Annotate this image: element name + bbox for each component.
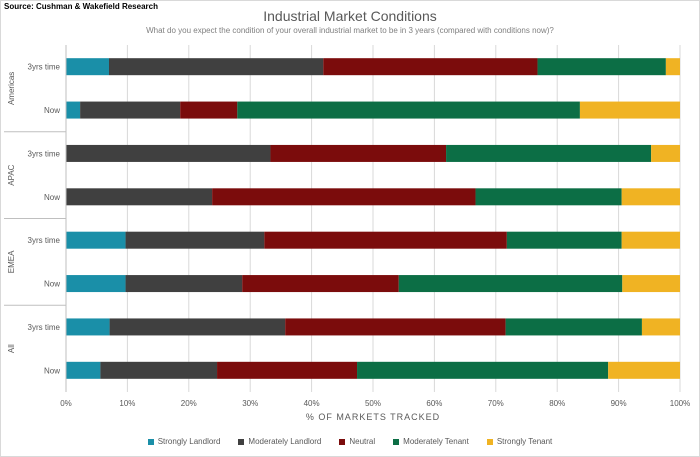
legend-swatch bbox=[393, 438, 400, 445]
legend-label: Moderately Tenant bbox=[403, 437, 469, 446]
bar-segment bbox=[242, 275, 399, 293]
bar-segment bbox=[398, 275, 623, 293]
bar-segment bbox=[109, 318, 286, 336]
bar-segment bbox=[537, 58, 666, 76]
legend-label: Neutral bbox=[349, 437, 376, 446]
bar-segment bbox=[125, 275, 243, 293]
bar-segment bbox=[475, 188, 622, 206]
legend-label: Strongly Tenant bbox=[496, 437, 553, 446]
bar-segment bbox=[665, 58, 680, 76]
chart-subtitle: What do you expect the condition of your… bbox=[146, 26, 554, 35]
bar-segment bbox=[285, 318, 506, 336]
category-label: Now bbox=[44, 106, 60, 115]
bar-segment bbox=[180, 101, 238, 119]
legend-item: Strongly Landlord bbox=[147, 437, 221, 446]
source-note: Source: Cushman & Wakefield Research bbox=[4, 2, 158, 11]
bar-segment bbox=[621, 231, 680, 249]
x-tick-label: 50% bbox=[365, 399, 381, 408]
bar-segment bbox=[641, 318, 680, 336]
bar-segment bbox=[323, 58, 538, 76]
bar-segment bbox=[270, 144, 447, 162]
category-label: Now bbox=[44, 366, 60, 375]
legend-label: Moderately Landlord bbox=[248, 437, 322, 446]
group-label: All bbox=[7, 344, 16, 353]
x-tick-label: 60% bbox=[426, 399, 442, 408]
bar-segment bbox=[66, 58, 109, 76]
legend: Strongly Landlord Moderately Landlord Neut… bbox=[0, 437, 700, 446]
x-tick-label: 0% bbox=[60, 399, 72, 408]
bar-segment bbox=[66, 101, 81, 119]
bar-segment bbox=[66, 318, 110, 336]
bar-segment bbox=[66, 361, 101, 379]
bar-segment bbox=[357, 361, 609, 379]
legend-swatch bbox=[486, 438, 493, 445]
x-tick-label: 80% bbox=[549, 399, 565, 408]
x-tick-label: 10% bbox=[119, 399, 135, 408]
bar-segment bbox=[66, 188, 213, 206]
bar-segment bbox=[579, 101, 680, 119]
bar-segment bbox=[621, 188, 680, 206]
bar-segment bbox=[66, 144, 271, 162]
bar-segment bbox=[100, 361, 218, 379]
chart-title: Industrial Market Conditions bbox=[263, 8, 437, 24]
bar-segment bbox=[506, 231, 622, 249]
group-label: EMEA bbox=[7, 250, 16, 273]
x-axis-label: % OF MARKETS TRACKED bbox=[305, 412, 441, 422]
category-label: 3yrs time bbox=[28, 323, 61, 332]
legend-item: Moderately Landlord bbox=[238, 437, 321, 446]
bar-segment bbox=[622, 275, 680, 293]
bar-segment bbox=[505, 318, 642, 336]
bar-segment bbox=[264, 231, 507, 249]
bar-segment bbox=[237, 101, 580, 119]
group-label: Americas bbox=[7, 72, 16, 105]
bar-segment bbox=[217, 361, 358, 379]
x-tick-label: 90% bbox=[611, 399, 627, 408]
group-label: APAC bbox=[7, 164, 16, 185]
legend-item: Strongly Tenant bbox=[486, 437, 553, 446]
bar-segment bbox=[608, 361, 680, 379]
category-label: Now bbox=[44, 193, 60, 202]
legend-item: Moderately Tenant bbox=[393, 437, 469, 446]
category-label: 3yrs time bbox=[28, 63, 61, 72]
x-tick-label: 100% bbox=[670, 399, 690, 408]
x-tick-label: 30% bbox=[242, 399, 258, 408]
category-label: Now bbox=[44, 280, 60, 289]
bar-segment bbox=[66, 275, 126, 293]
bar-segment bbox=[651, 144, 680, 162]
legend-swatch bbox=[147, 438, 154, 445]
x-tick-label: 20% bbox=[181, 399, 197, 408]
bar-segment bbox=[446, 144, 652, 162]
x-tick-label: 70% bbox=[488, 399, 504, 408]
bar-segment bbox=[108, 58, 324, 76]
legend-label: Strongly Landlord bbox=[157, 437, 221, 446]
legend-item: Neutral bbox=[339, 437, 375, 446]
bar-segment bbox=[80, 101, 181, 119]
legend-swatch bbox=[238, 438, 245, 445]
bar-segment bbox=[212, 188, 476, 206]
legend-swatch bbox=[339, 438, 346, 445]
category-label: 3yrs time bbox=[28, 236, 61, 245]
bar-segment bbox=[66, 231, 126, 249]
bar-segment bbox=[125, 231, 265, 249]
x-tick-label: 40% bbox=[304, 399, 320, 408]
category-label: 3yrs time bbox=[28, 149, 61, 158]
